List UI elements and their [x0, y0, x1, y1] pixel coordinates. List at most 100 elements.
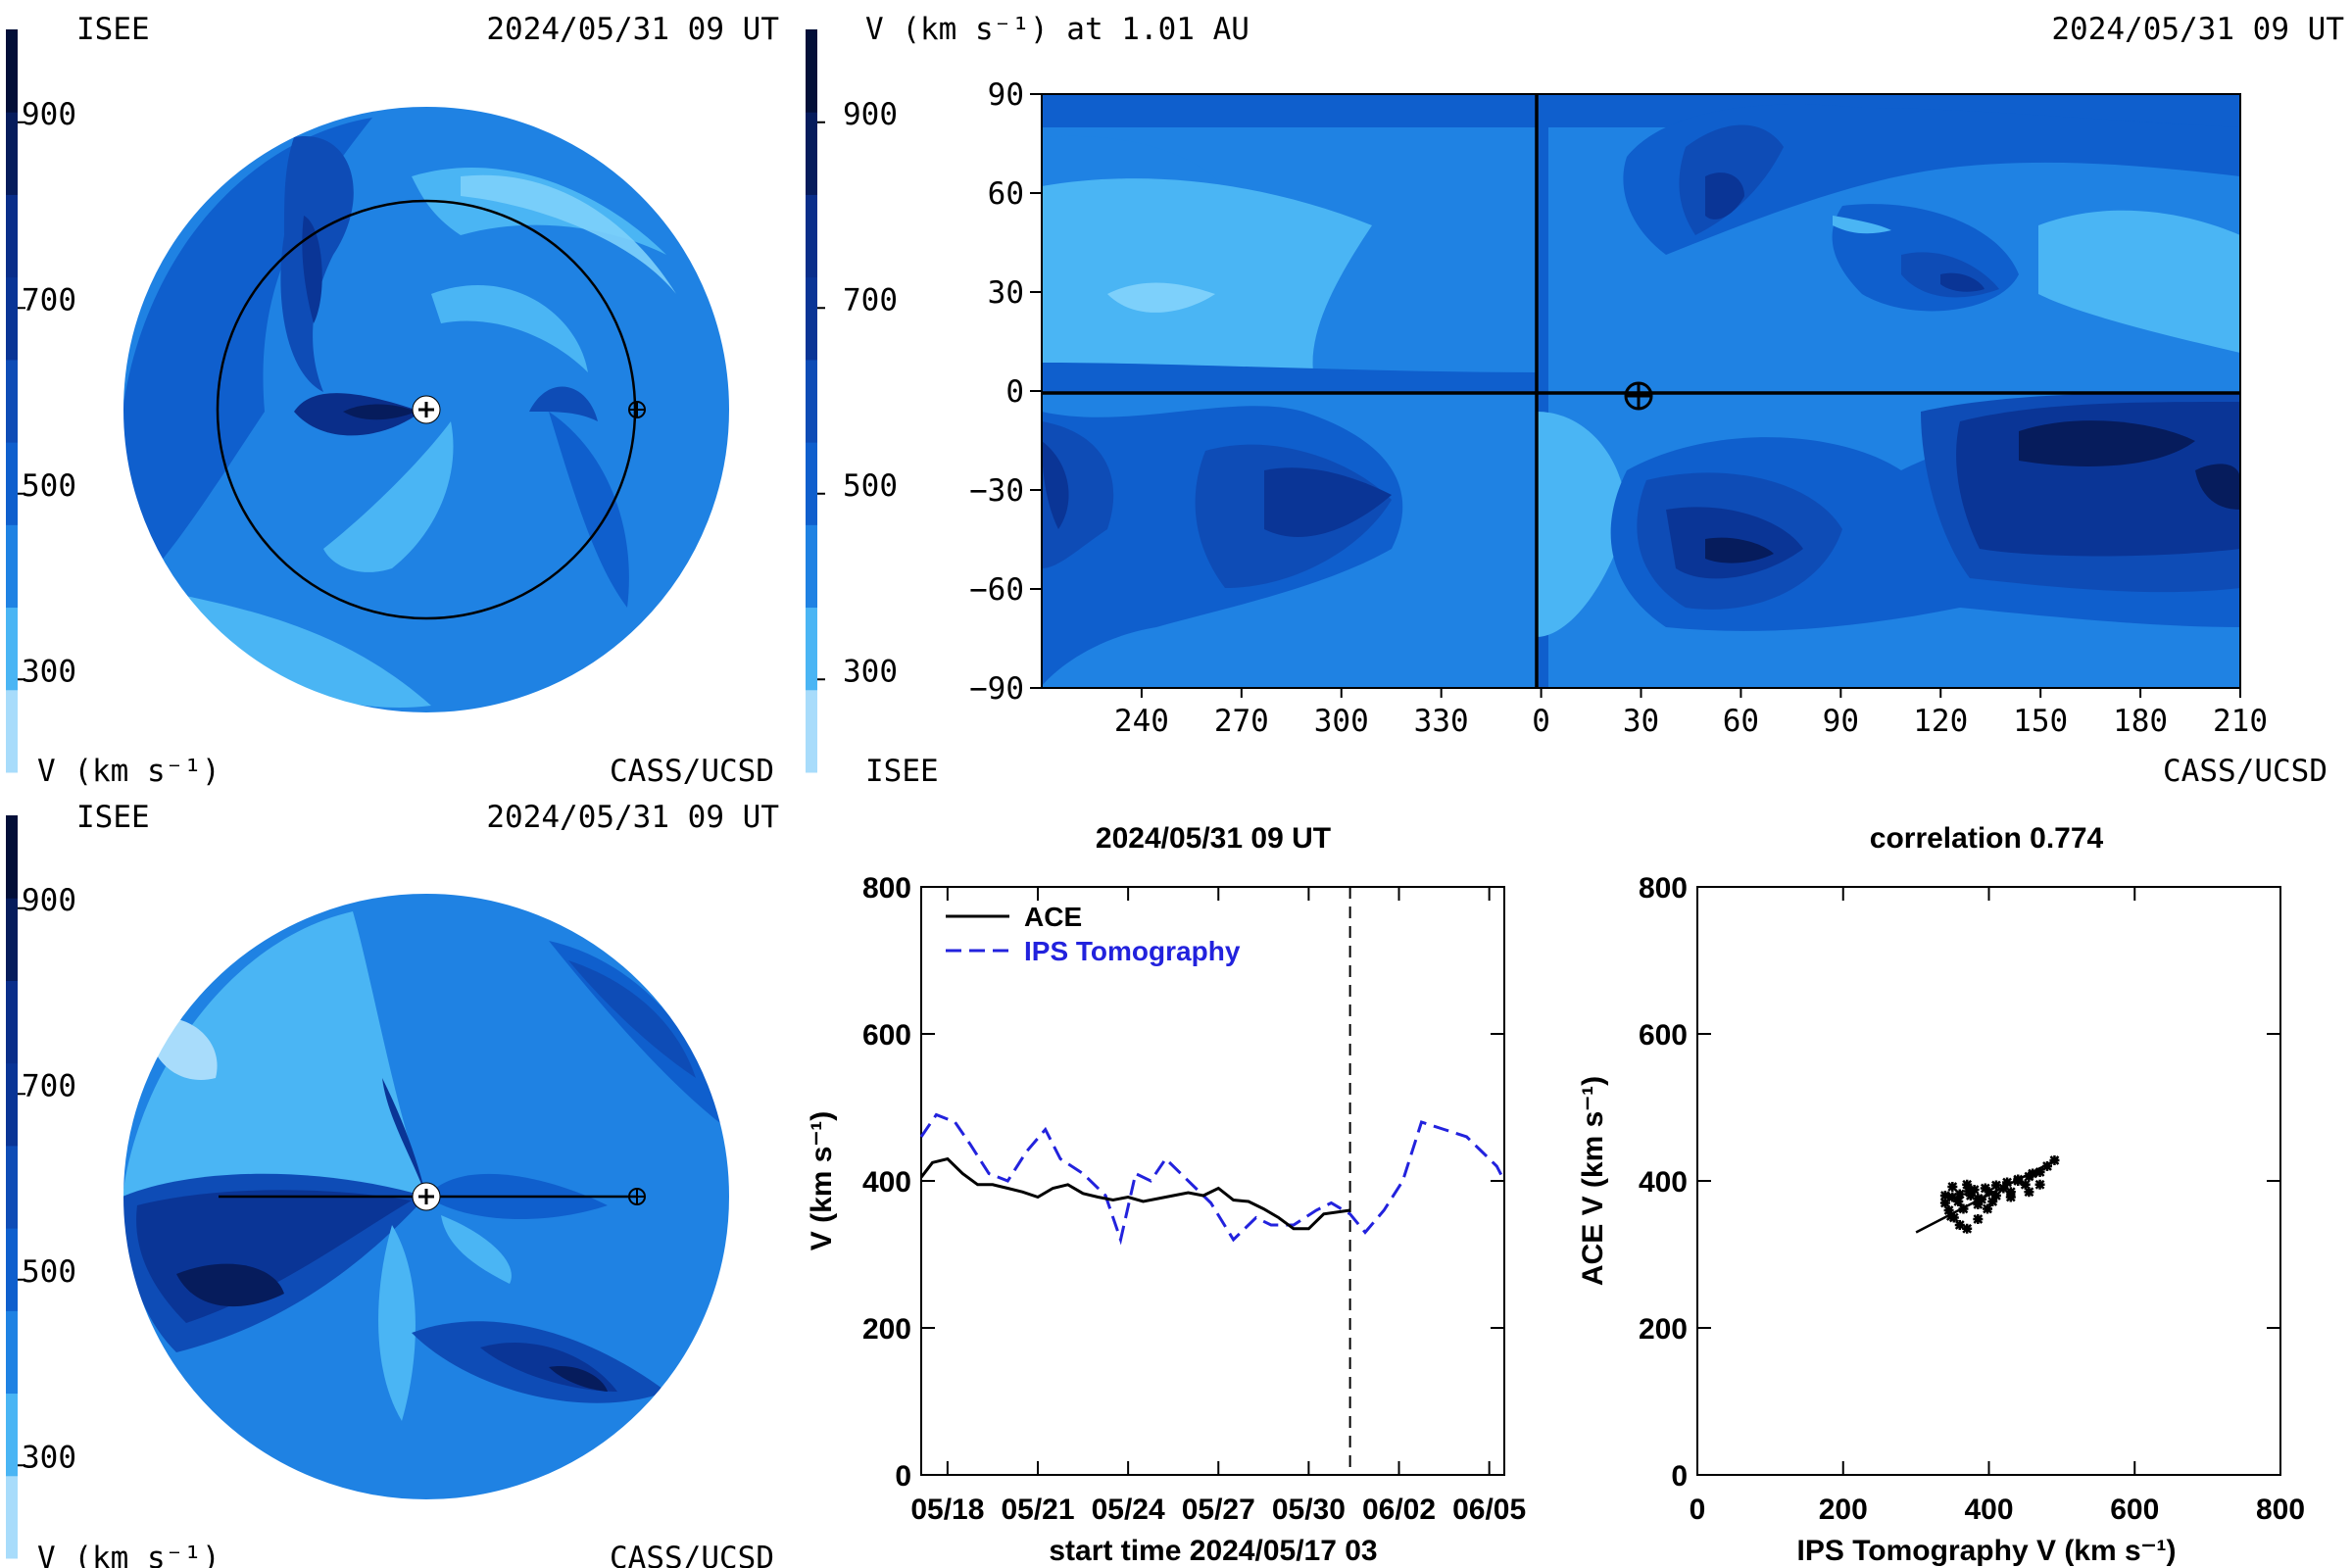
colorbar-swatch — [6, 980, 18, 1064]
colorbar-swatch — [6, 607, 18, 691]
isee-label-top: ISEE — [76, 12, 150, 47]
colorbar-swatch — [6, 276, 18, 361]
scatter-point — [1990, 1180, 2001, 1191]
colorbar-top-tick-label: 900 — [22, 97, 76, 132]
scatter-point — [2034, 1179, 2045, 1190]
sc-ytick-label: 600 — [1639, 1019, 1688, 1052]
colorbar-top-tick-label: 300 — [22, 654, 76, 689]
colorbar-top-tick-label: 700 — [22, 282, 76, 318]
earth-marker-bottom — [628, 1188, 646, 1205]
colorbar-swatch — [806, 689, 817, 773]
colorbar-swatch — [806, 29, 817, 113]
v-unit-top: V (km s⁻¹) — [37, 754, 220, 789]
legend-ips-label: IPS Tomography — [1024, 936, 1241, 966]
timestamp-bottom: 2024/05/31 09 UT — [486, 800, 779, 835]
map-timestamp: 2024/05/31 09 UT — [2051, 12, 2344, 47]
legend-ace-label: ACE — [1024, 902, 1082, 932]
scatter-point — [1947, 1182, 1958, 1192]
colorbar-bottom: 900 700 500 300 — [6, 815, 76, 1559]
polar-rim-bottom — [122, 892, 731, 1501]
scatter-point — [1990, 1191, 2001, 1200]
colorbar-map-tick-label: 900 — [843, 97, 898, 132]
colorbar-swatch — [6, 359, 18, 443]
sc-xtick-label: 600 — [2110, 1494, 2159, 1526]
colorbar-top: 900 700 500 300 — [6, 29, 76, 773]
scatter-point — [1943, 1205, 1954, 1215]
sun-marker-top — [412, 395, 441, 424]
ts-ytick-label: 200 — [862, 1313, 911, 1346]
colorbar-swatch — [6, 524, 18, 609]
colorbar-swatch — [806, 607, 817, 691]
colorbar-swatch — [6, 689, 18, 773]
colorbar-bottom-tick-label: 700 — [22, 1068, 76, 1103]
scatter-frame — [1696, 886, 2281, 1476]
colorbar-swatch — [6, 442, 18, 525]
timeseries-xlabel: start time 2024/05/17 03 — [1049, 1535, 1377, 1567]
scatter-point — [1953, 1197, 1964, 1206]
scatter-point — [1969, 1185, 1980, 1195]
map-isee-label: ISEE — [865, 754, 939, 789]
ts-xtick-label: 05/30 — [1272, 1494, 1346, 1526]
scatter-point — [2005, 1192, 2016, 1202]
ts-xtick-label: 05/24 — [1092, 1494, 1165, 1526]
ts-xtick-label: 05/18 — [910, 1494, 984, 1526]
scatter-point — [2024, 1187, 2034, 1198]
colorbar-swatch — [6, 194, 18, 278]
map-xtick-label: 210 — [2213, 704, 2268, 739]
colorbar-bottom-tick-label: 900 — [22, 883, 76, 918]
sc-xtick-label: 400 — [1964, 1494, 2013, 1526]
scatter-point — [1963, 1186, 1974, 1197]
map-xtick-label: 270 — [1214, 704, 1269, 739]
colorbar-map-tick-label: 500 — [843, 468, 898, 504]
map-title: V (km s⁻¹) at 1.01 AU — [865, 12, 1250, 47]
colorbar-map: 900 700 500 300 — [806, 29, 898, 773]
ts-ytick-label: 800 — [862, 872, 911, 905]
ts-ytick-label: 400 — [862, 1166, 911, 1199]
scatter-xlabel: IPS Tomography V (km s⁻¹) — [1797, 1535, 2177, 1567]
map-ytick-label: 60 — [988, 176, 1024, 212]
sc-xtick-label: 800 — [2256, 1494, 2305, 1526]
ts-xtick-label: 06/02 — [1362, 1494, 1436, 1526]
colorbar-bottom-tick-label: 500 — [22, 1254, 76, 1290]
scatter-point — [1965, 1191, 1976, 1200]
scatter-y-axis: 0 200 400 600 800 — [1639, 872, 2280, 1493]
timeseries-y-axis: 0 200 400 600 800 — [862, 872, 1504, 1493]
scatter-title: correlation 0.774 — [1870, 822, 2104, 855]
sc-xtick-label: 200 — [1819, 1494, 1868, 1526]
timeseries-title: 2024/05/31 09 UT — [1096, 822, 1331, 855]
map-xtick-label: 180 — [2113, 704, 2168, 739]
sc-ytick-label: 800 — [1639, 872, 1688, 905]
scatter-point — [2005, 1187, 2016, 1198]
ips-tomography-line — [919, 1112, 1506, 1246]
colorbar-swatch — [6, 1475, 18, 1559]
colorbar-swatch — [6, 815, 18, 899]
ts-xtick-label: 05/21 — [1001, 1494, 1074, 1526]
colorbar-swatch — [806, 524, 817, 609]
map-xtick-label: 240 — [1114, 704, 1169, 739]
map-x-axis: 240 270 300 330 0 30 60 90 120 150 180 210 — [1114, 688, 2268, 739]
sc-ytick-label: 0 — [1671, 1460, 1688, 1493]
timestamp-top: 2024/05/31 09 UT — [486, 12, 779, 47]
map-earth-marker — [1624, 381, 1653, 411]
scatter-point — [1983, 1203, 1993, 1214]
scatter-point — [1973, 1200, 1984, 1209]
polar-rim-top — [122, 105, 731, 714]
scatter-point — [1945, 1211, 1956, 1221]
map-y-axis: 90 60 30 0 −30 −60 −90 — [969, 77, 1042, 707]
map-ytick-label: −60 — [969, 572, 1024, 608]
scatter-point — [1973, 1214, 1984, 1224]
cass-label-bottom: CASS/UCSD — [610, 1541, 774, 1568]
polar-view-top: 900 700 500 300 ISEE 2024/05/31 09 UT V (km… — [6, 12, 779, 789]
ts-ytick-label: 0 — [895, 1460, 911, 1493]
colorbar-swatch — [6, 1393, 18, 1477]
scatter-ylabel: ACE V (km s⁻¹) — [1577, 1076, 1609, 1286]
sc-xtick-label: 0 — [1690, 1494, 1706, 1526]
map-xtick-label: 150 — [2013, 704, 2068, 739]
map-xtick-label: 30 — [1623, 704, 1659, 739]
map-ytick-label: 90 — [988, 77, 1024, 113]
isee-label-bottom: ISEE — [76, 800, 150, 835]
timeseries-panel: 2024/05/31 09 UT 0 200 400 600 800 05/18 05/2… — [806, 822, 1526, 1567]
colorbar-swatch — [806, 442, 817, 525]
